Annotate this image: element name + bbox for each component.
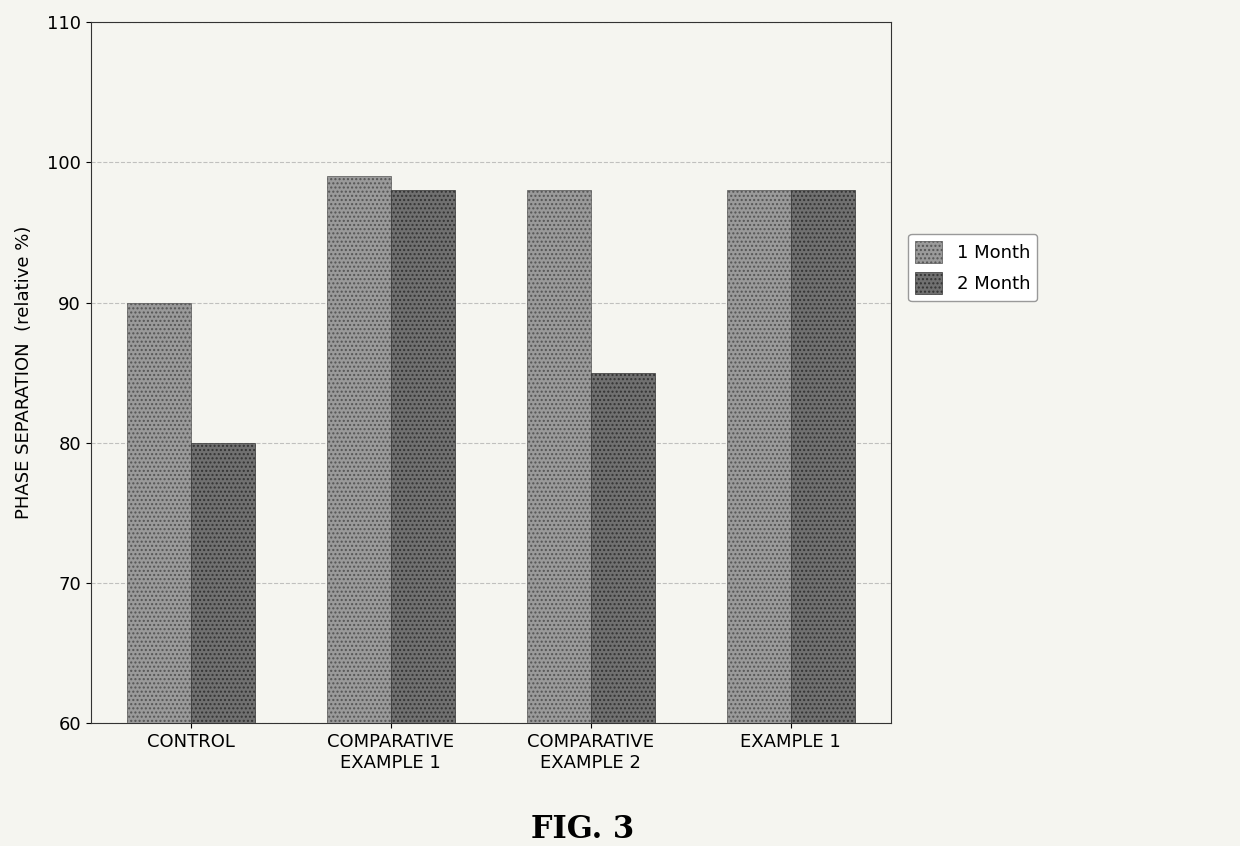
Bar — [527, 190, 590, 846]
Bar — [191, 442, 255, 846]
Bar — [727, 190, 791, 846]
Y-axis label: PHASE SEPARATION  (relative %): PHASE SEPARATION (relative %) — [15, 226, 33, 519]
Bar — [791, 190, 854, 846]
Bar — [126, 303, 191, 846]
Text: FIG. 3: FIG. 3 — [531, 814, 635, 844]
Bar — [327, 176, 391, 846]
Bar — [391, 190, 455, 846]
Legend: 1 Month, 2 Month: 1 Month, 2 Month — [908, 233, 1038, 301]
Bar — [590, 372, 655, 846]
